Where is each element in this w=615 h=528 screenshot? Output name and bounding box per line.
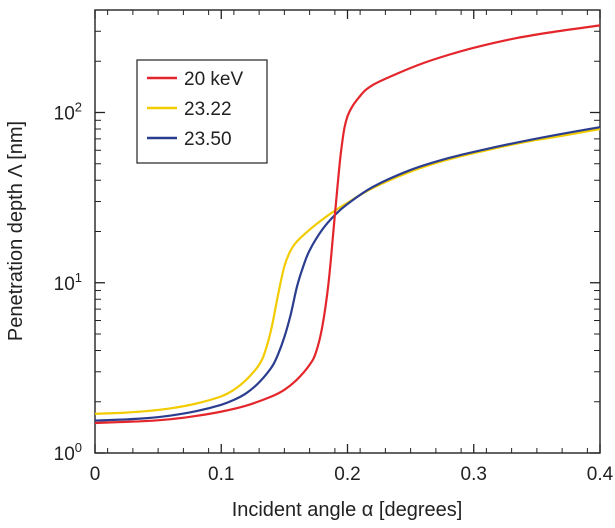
axis-ticks [94,9,601,454]
x-tick-label: 0.1 [208,464,234,485]
legend-label: 23.50 [184,129,232,150]
x-tick-label: 0 [90,464,101,485]
series-lines [94,24,601,425]
x-tick-label: 0.2 [334,464,360,485]
series-line-0 [94,24,601,425]
y-axis-title: Penetration depth Λ [nm] [5,121,27,341]
series-line-1 [94,127,601,415]
legend: 20 keV 23.22 23.50 [136,59,268,164]
x-tick-label: 0.4 [587,464,614,485]
tick-labels: 0 0.1 0.2 0.3 0.4 100 101 102 [54,100,614,485]
y-tick-label: 101 [54,270,82,295]
x-axis-title: Incident angle α [degrees] [232,499,463,521]
y-tick-label: 100 [54,440,82,465]
series-line-2 [94,126,601,422]
y-tick-label: 102 [54,100,82,125]
legend-label: 23.22 [184,99,232,120]
legend-label: 20 keV [184,69,243,90]
x-tick-label: 0.3 [461,464,487,485]
